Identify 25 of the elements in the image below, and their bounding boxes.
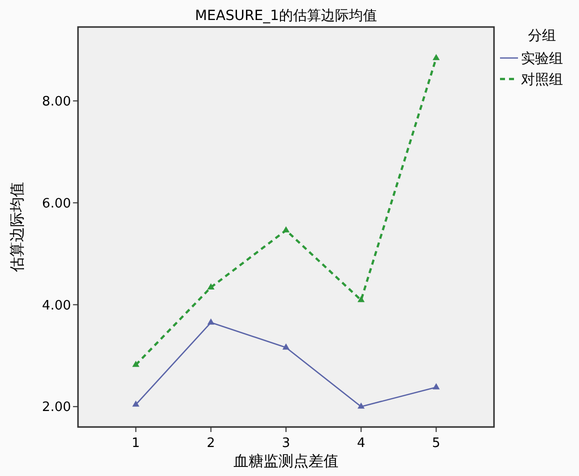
y-axis-title: 估算边际均值 <box>8 182 26 273</box>
y-tick-label: 2.00 <box>42 400 71 416</box>
point <box>207 283 214 290</box>
point <box>432 383 440 390</box>
y-tick-label: 4.00 <box>42 298 71 314</box>
point <box>132 400 140 407</box>
x-tick-label: 4 <box>356 436 366 451</box>
legend-title: 分组 <box>528 28 556 44</box>
point <box>432 54 440 60</box>
legend-label: 实验组 <box>521 50 563 67</box>
point <box>282 226 290 232</box>
x-tick-label: 1 <box>132 436 140 451</box>
point <box>132 360 140 367</box>
y-tick-label: 8.00 <box>42 94 71 110</box>
y-tick-label: 6.00 <box>42 196 71 212</box>
x-tick-label: 3 <box>282 436 290 451</box>
x-tick-label: 2 <box>206 436 216 451</box>
point <box>207 318 214 325</box>
point <box>358 296 365 302</box>
x-axis-title: 血糖监测点差值 <box>234 452 338 470</box>
x-tick-label: 5 <box>432 436 440 451</box>
point <box>282 343 290 350</box>
point <box>358 402 365 409</box>
legend-label: 对照组 <box>521 72 563 88</box>
chart-title: MEASURE_1的估算边际均值 <box>194 8 378 24</box>
